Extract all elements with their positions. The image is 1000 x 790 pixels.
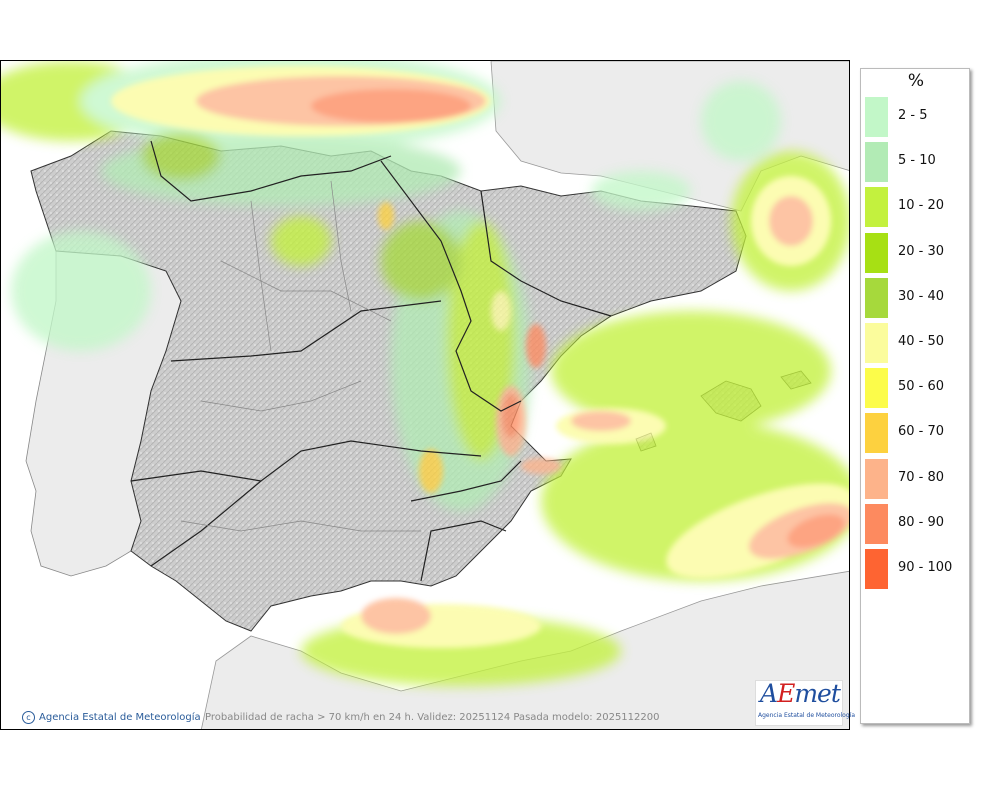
- map-caption: Probabilidad de racha > 70 km/h en 24 h.…: [205, 712, 660, 723]
- map-canvas: [1, 61, 849, 729]
- legend-title: %: [907, 71, 925, 91]
- legend-item: 60 - 70: [865, 411, 969, 454]
- legend-item: 30 - 40: [865, 276, 969, 318]
- legend-swatch: [865, 277, 888, 318]
- province-borders: [180, 180, 421, 532]
- legend-swatch: [865, 458, 888, 499]
- legend-swatch: [865, 187, 888, 228]
- legend-swatch: [865, 549, 888, 589]
- forecast-map: [0, 60, 850, 730]
- legend-item: 40 - 50: [865, 321, 969, 363]
- copyright-icon: c: [22, 711, 35, 724]
- legend-label: 2 - 5: [898, 108, 928, 123]
- legend-item: 5 - 10: [865, 140, 969, 183]
- legend-item: 90 - 100: [865, 547, 969, 589]
- aemet-wordmark: AEmet: [760, 679, 841, 708]
- legend-label: 30 - 40: [898, 288, 945, 304]
- legend-item: 70 - 80: [865, 457, 969, 499]
- legend-swatch: [865, 503, 888, 544]
- legend-label: 80 - 90: [898, 514, 945, 530]
- legend-item: 2 - 5: [865, 95, 969, 137]
- credit-text: Agencia Estatal de Meteorología: [39, 712, 201, 723]
- legend-label: 50 - 60: [898, 379, 945, 395]
- legend-swatch: [865, 97, 888, 137]
- aemet-logo: AEmet Agencia Estatal de Meteorología: [755, 679, 855, 726]
- legend-item: 50 - 60: [865, 366, 969, 409]
- legend-label: 90 - 100: [898, 560, 953, 575]
- probability-overlay: [1, 61, 849, 686]
- legend-label: 10 - 20: [898, 198, 945, 214]
- legend-swatch: [865, 232, 888, 273]
- legend-swatch: [865, 323, 888, 363]
- legend-item: 80 - 90: [865, 502, 969, 544]
- legend-swatch: [865, 368, 888, 409]
- legend-label: 70 - 80: [898, 469, 945, 485]
- legend-panel: % 2 - 5 5 - 10 10 - 20 20 - 30 30 - 40 40 - 5…: [860, 68, 970, 724]
- legend-swatch: [865, 413, 888, 454]
- aemet-logo-subtitle: Agencia Estatal de Meteorología: [758, 712, 855, 719]
- regional-borders: [130, 140, 612, 582]
- legend-label: 20 - 30: [898, 243, 945, 259]
- legend-label: 5 - 10: [898, 153, 936, 169]
- legend-label: 40 - 50: [898, 334, 945, 349]
- credit-line: c Agencia Estatal de Meteorología: [22, 711, 201, 724]
- legend-item: 10 - 20: [865, 185, 969, 228]
- legend-item: 20 - 30: [865, 231, 969, 273]
- legend-label: 60 - 70: [898, 424, 945, 440]
- legend-swatch: [865, 142, 888, 183]
